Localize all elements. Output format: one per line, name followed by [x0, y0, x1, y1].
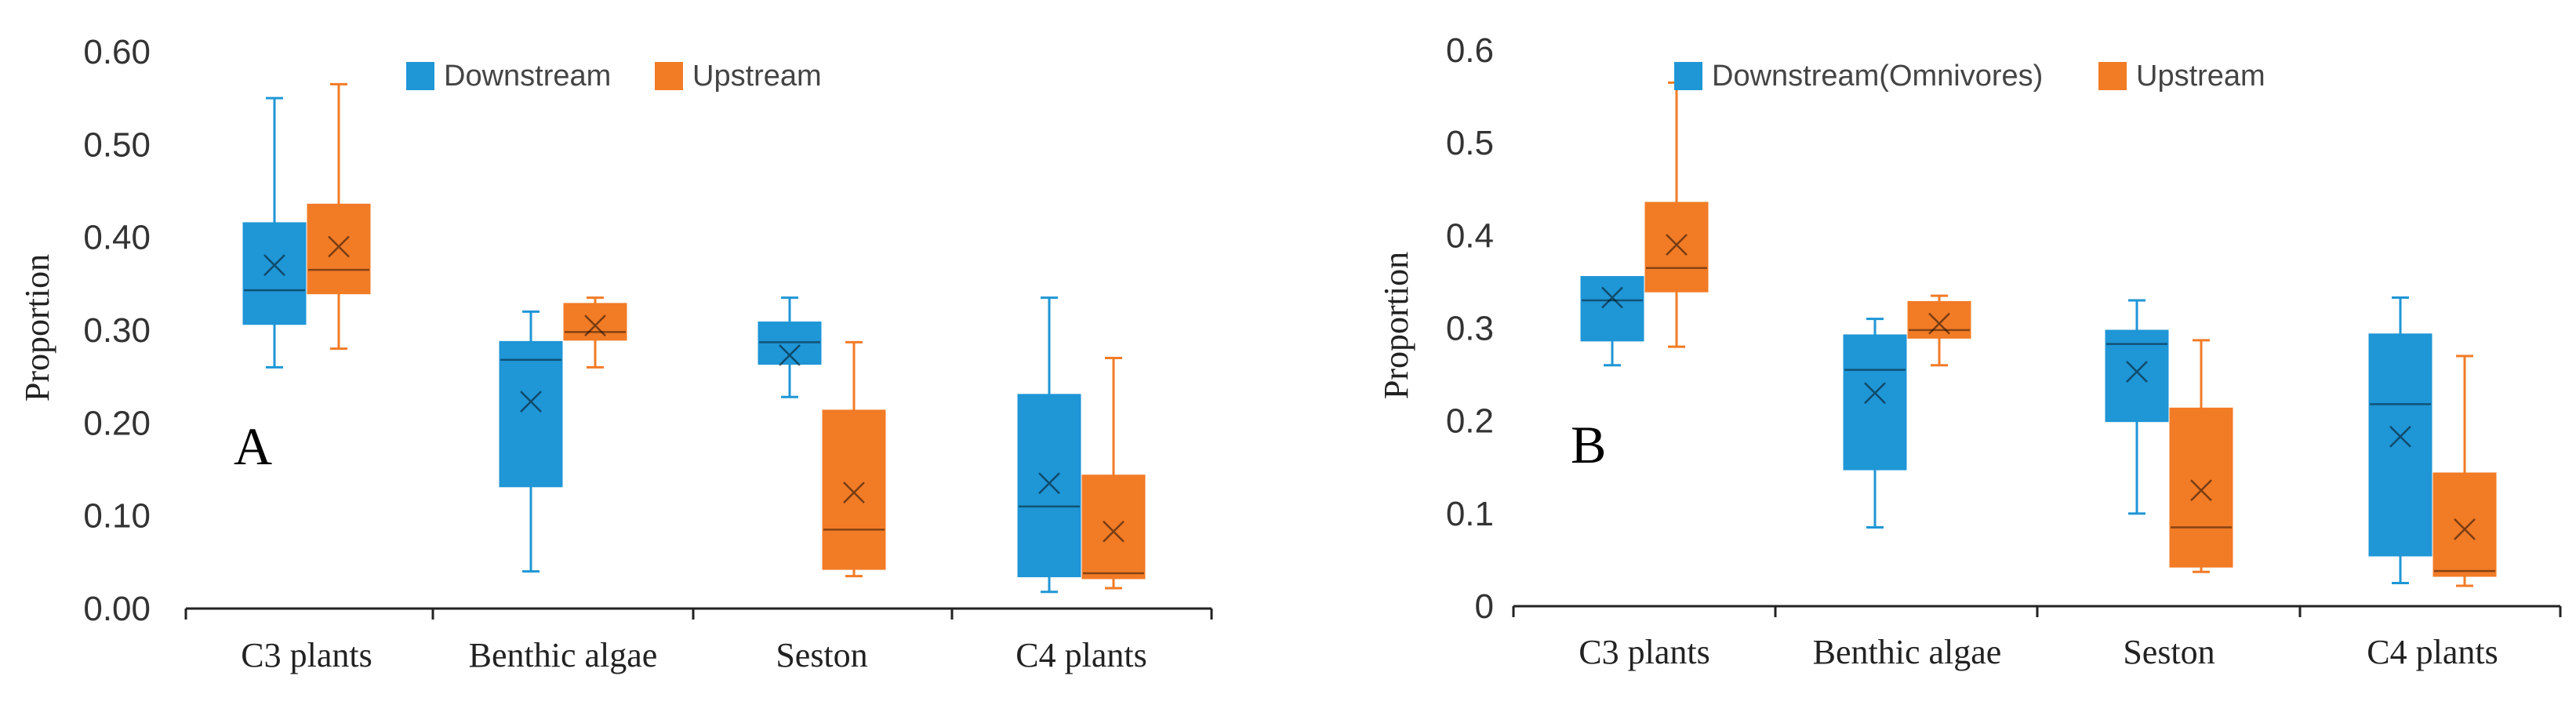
legend-label: Downstream	[444, 60, 611, 93]
panel-letter: A	[234, 416, 272, 476]
box-upstream-0	[307, 82, 371, 351]
mean-marker	[584, 314, 606, 336]
category-label: Seston	[2123, 633, 2214, 671]
box-iqr	[242, 222, 307, 325]
panel-a: Proportion 0.00 0.10 0.20 0.30 0.40 0.50…	[18, 33, 1213, 674]
box-upstream-2	[2169, 339, 2233, 573]
y-tick-label: 0.10	[83, 497, 151, 536]
mean-marker	[843, 482, 865, 503]
panel-letter: B	[1571, 415, 1606, 474]
legend-label: Upstream	[2136, 60, 2265, 93]
legend-swatch-downstream	[1674, 62, 1702, 90]
category-label: C3 plants	[241, 636, 372, 674]
box-downstream-0	[242, 96, 307, 369]
box-upstream-2	[822, 340, 886, 578]
x-ticks	[184, 609, 1213, 620]
box-downstream-2	[758, 296, 822, 398]
legend-swatch-upstream	[655, 62, 683, 90]
box-upstream-1	[1907, 294, 1971, 367]
y-tick-label: 0.30	[83, 311, 151, 350]
legend-swatch-downstream	[406, 62, 434, 90]
box-upstream-0	[1644, 81, 1709, 348]
box-iqr	[2368, 333, 2432, 557]
box-downstream-1	[499, 310, 563, 573]
category-label: Seston	[776, 636, 867, 674]
y-tick-label: 0.6	[1446, 31, 1494, 70]
box-iqr	[2169, 407, 2233, 568]
category-label: Benthic algae	[469, 636, 658, 674]
box-plots	[1580, 81, 2497, 587]
y-tick-labels: 0.00 0.10 0.20 0.30 0.40 0.50 0.60	[83, 33, 151, 628]
mean-marker	[1038, 472, 1060, 495]
box-downstream-omnivores--3	[2368, 296, 2432, 584]
y-tick-label: 0.50	[83, 125, 151, 164]
legend-swatch-upstream	[2098, 62, 2127, 90]
y-tick-label: 0.5	[1446, 124, 1494, 162]
y-tick-label: 0.20	[83, 404, 151, 442]
box-downstream-omnivores--0	[1580, 276, 1644, 367]
category-label: C4 plants	[1016, 636, 1146, 674]
box-plots	[242, 82, 1146, 594]
box-iqr	[1644, 202, 1709, 293]
box-iqr	[1907, 300, 1971, 339]
box-iqr	[758, 322, 822, 365]
y-tick-label: 0.3	[1446, 310, 1494, 348]
box-upstream-1	[563, 296, 627, 369]
box-iqr	[499, 340, 563, 488]
x-ticks	[1512, 606, 2562, 617]
y-tick-label: 0.60	[83, 33, 151, 71]
box-downstream-omnivores--1	[1843, 318, 1907, 529]
box-iqr	[2105, 329, 2169, 423]
mean-marker	[2126, 361, 2148, 383]
y-tick-label: 0.1	[1446, 495, 1494, 533]
legend: Downstream(Omnivores) Upstream	[1674, 60, 2265, 93]
box-iqr	[1017, 394, 1081, 578]
y-tick-label: 0.4	[1446, 216, 1494, 255]
box-iqr	[563, 303, 627, 341]
y-tick-label: 0.00	[83, 590, 151, 628]
mean-marker	[2190, 479, 2212, 502]
legend-label: Downstream(Omnivores)	[1712, 60, 2043, 93]
panel-b: Proportion 0 0.1 0.2 0.3 0.4 0.5 0.6 C3 …	[1377, 31, 2562, 671]
y-tick-labels: 0 0.1 0.2 0.3 0.4 0.5 0.6	[1446, 31, 1494, 626]
mean-marker	[2454, 518, 2476, 540]
mean-marker	[328, 235, 350, 258]
mean-marker	[263, 254, 285, 277]
mean-marker	[779, 344, 801, 366]
y-axis-label: Proportion	[18, 254, 56, 402]
y-tick-label: 0.40	[83, 219, 151, 257]
box-iqr	[822, 409, 886, 570]
category-labels: C3 plants Benthic algae Seston C4 plants	[1579, 633, 2498, 671]
y-tick-label: 0	[1475, 587, 1494, 626]
box-iqr	[2432, 472, 2497, 577]
mean-marker	[520, 391, 542, 413]
mean-marker	[1666, 234, 1688, 256]
y-axis-label: Proportion	[1377, 252, 1415, 399]
mean-marker	[1601, 286, 1623, 309]
box-iqr	[1580, 276, 1644, 342]
y-tick-label: 0.2	[1446, 402, 1494, 441]
category-label: C3 plants	[1579, 633, 1709, 671]
box-downstream-3	[1017, 296, 1081, 594]
mean-marker	[1928, 312, 1950, 335]
mean-marker	[1864, 382, 1886, 405]
box-iqr	[1081, 474, 1146, 580]
legend-label: Upstream	[692, 60, 822, 93]
box-upstream-3	[1081, 357, 1146, 590]
category-labels: C3 plants Benthic algae Seston C4 plants	[241, 636, 1146, 674]
mean-marker	[1103, 520, 1125, 543]
legend: Downstream Upstream	[406, 60, 822, 93]
box-downstream-omnivores--2	[2105, 299, 2169, 515]
box-iqr	[307, 203, 371, 295]
mean-marker	[2389, 425, 2411, 448]
box-iqr	[1843, 334, 1907, 471]
category-label: C4 plants	[2367, 633, 2498, 671]
box-upstream-3	[2432, 354, 2497, 587]
category-label: Benthic algae	[1813, 633, 2002, 671]
